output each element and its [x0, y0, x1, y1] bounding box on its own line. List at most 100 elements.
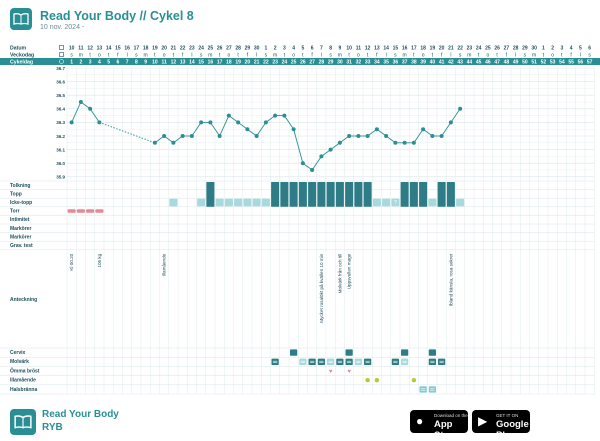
date-label: 13 — [374, 46, 380, 52]
date-label: 15 — [115, 46, 121, 52]
molvark-marker — [391, 358, 399, 365]
page-title: Read Your Body // Cykel 8 — [40, 9, 194, 23]
google-play-badge[interactable]: ▶ GET IT ON Google Play — [472, 410, 530, 441]
cycle-day-label: 36 — [393, 60, 399, 66]
date-label: 28 — [513, 46, 519, 52]
icke-topp-marker — [428, 198, 437, 207]
date-label: 14 — [106, 46, 112, 52]
row-label-markorer1: Markörer — [10, 226, 31, 232]
cycle-day-label: 22 — [263, 60, 269, 66]
date-label: 11 — [356, 46, 362, 52]
dry-question-mark: ? — [394, 200, 397, 206]
cycle-day-label: 57 — [587, 60, 593, 66]
temp-point — [273, 113, 278, 118]
date-label: 26 — [217, 46, 223, 52]
temp-point — [254, 134, 259, 138]
row-label-icke-topp: Icke-topp — [10, 200, 32, 206]
weekday-label: o — [292, 53, 295, 59]
note-text: Ibland känsla, rosa sekret — [448, 253, 453, 306]
temp-point — [69, 120, 74, 125]
cycle-day-label: 8 — [135, 60, 138, 66]
cycle-icon — [59, 59, 64, 64]
date-label: 17 — [134, 46, 140, 52]
temp-tick-label: 36.7 — [56, 66, 65, 71]
icke-topp-marker — [456, 198, 465, 207]
row-label-markorer2: Markörer — [10, 234, 31, 240]
date-label: 1 — [542, 46, 545, 52]
weekday-label: t — [237, 53, 239, 59]
temp-tick-label: 36.6 — [56, 79, 65, 84]
weekday-label: o — [98, 53, 101, 59]
weekday-label: o — [163, 53, 166, 59]
cycle-day-label: 31 — [346, 60, 352, 66]
icke-topp-marker — [372, 198, 381, 207]
date-label: 26 — [494, 46, 500, 52]
temp-tick-label: 36.2 — [56, 134, 65, 139]
cycle-day-label: 30 — [337, 60, 343, 66]
molvark-marker — [345, 358, 353, 365]
cycle-day-label: 18 — [226, 60, 232, 66]
note-text: Mycket rosalökt på kvällen 10 min — [318, 253, 324, 322]
temp-point — [291, 127, 296, 132]
cycle-day-label: 28 — [319, 60, 325, 66]
weekday-label: s — [265, 53, 268, 59]
date-label: 3 — [560, 46, 563, 52]
weekday-label: o — [227, 53, 230, 59]
cycle-day-label: 46 — [485, 60, 491, 66]
cycle-day-label: 37 — [402, 60, 408, 66]
molvark-marker — [308, 358, 316, 365]
molvark-marker — [438, 358, 446, 365]
weekday-label: m — [273, 53, 277, 59]
weekday-label: f — [570, 53, 572, 59]
date-label: 10 — [69, 46, 75, 52]
temp-line-segment — [413, 128, 424, 144]
weekday-label: l — [321, 53, 322, 59]
row-label-tolkning: Tolkning — [10, 183, 30, 189]
date-label: 21 — [448, 46, 454, 52]
weekday-label: l — [256, 53, 257, 59]
temp-point — [430, 134, 435, 138]
topp-marker — [206, 182, 215, 207]
topp-marker — [298, 182, 307, 207]
topp-marker — [354, 182, 363, 207]
date-label: 4 — [292, 46, 295, 52]
temp-point — [421, 127, 426, 132]
date-label: 14 — [383, 46, 389, 52]
cycle-day-label: 45 — [476, 60, 482, 66]
icke-topp-marker — [382, 198, 391, 207]
date-label: 17 — [411, 46, 417, 52]
date-label: 12 — [87, 46, 93, 52]
temp-point — [439, 134, 444, 138]
weekday-label: o — [551, 53, 554, 59]
app-store-badge[interactable]: ● Download on the App Store — [410, 410, 468, 441]
weekday-label: m — [532, 53, 536, 59]
omma-brost-marker: ♥ — [347, 369, 351, 375]
temp-point — [282, 113, 287, 118]
cycle-day-label: 32 — [356, 60, 362, 66]
weekday-label: m — [144, 53, 148, 59]
row-label-topp: Topp — [10, 191, 22, 197]
date-label: 23 — [189, 46, 195, 52]
topp-marker — [335, 182, 344, 207]
row-label-torr: Torr — [10, 209, 20, 215]
temp-point — [199, 120, 204, 125]
cycle-day-label: 35 — [383, 60, 389, 66]
cycle-day-label: 6 — [116, 60, 119, 66]
date-label: 16 — [124, 46, 130, 52]
topp-marker — [363, 182, 372, 207]
cervix-marker — [401, 349, 409, 356]
weekday-label: l — [386, 53, 387, 59]
note-text: Illamående — [161, 253, 167, 276]
dry-marker — [67, 209, 76, 213]
icke-topp-marker — [261, 198, 270, 207]
weekday-label: s — [200, 53, 203, 59]
cycle-day-label: 27 — [309, 60, 315, 66]
cycle-day-label: 47 — [494, 60, 500, 66]
icke-topp-marker — [169, 198, 178, 207]
date-label: 23 — [467, 46, 473, 52]
cycle-day-label: 24 — [282, 60, 288, 66]
temp-line-segment — [284, 115, 294, 130]
cervix-marker — [428, 349, 436, 356]
temp-line-segment — [89, 108, 100, 123]
temp-line-segment — [191, 122, 202, 137]
